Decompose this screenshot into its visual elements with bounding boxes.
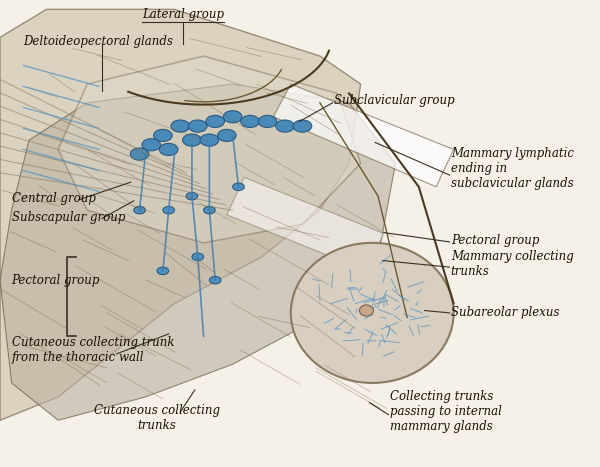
Polygon shape <box>0 84 395 420</box>
Ellipse shape <box>206 115 224 127</box>
Ellipse shape <box>134 206 145 214</box>
Text: Deltoideopectoral glands: Deltoideopectoral glands <box>23 35 173 48</box>
Text: Subareolar plexus: Subareolar plexus <box>451 306 559 319</box>
Text: Collecting trunks
passing to internal
mammary glands: Collecting trunks passing to internal ma… <box>389 390 502 433</box>
Polygon shape <box>274 84 454 187</box>
Polygon shape <box>227 177 384 271</box>
Ellipse shape <box>160 143 178 156</box>
Ellipse shape <box>293 120 312 132</box>
Polygon shape <box>58 56 361 243</box>
Text: Central group: Central group <box>11 192 95 205</box>
Text: Cutaneous collecting
trunks: Cutaneous collecting trunks <box>94 404 220 432</box>
Ellipse shape <box>223 111 242 123</box>
Ellipse shape <box>241 115 259 127</box>
Ellipse shape <box>142 139 161 151</box>
Ellipse shape <box>291 243 454 383</box>
Ellipse shape <box>130 148 149 160</box>
Ellipse shape <box>233 183 244 191</box>
Text: Subscapular group: Subscapular group <box>11 211 125 224</box>
Ellipse shape <box>157 267 169 275</box>
Ellipse shape <box>203 206 215 214</box>
Text: Mammary lymphatic
ending in
subclavicular glands: Mammary lymphatic ending in subclavicula… <box>451 147 574 190</box>
Ellipse shape <box>218 129 236 142</box>
Polygon shape <box>0 9 361 420</box>
Text: Cutaneous collecting trunk
from the thoracic wall: Cutaneous collecting trunk from the thor… <box>11 336 174 364</box>
Ellipse shape <box>200 134 218 146</box>
Ellipse shape <box>171 120 190 132</box>
Text: Pectoral group: Pectoral group <box>11 274 100 287</box>
Ellipse shape <box>275 120 295 132</box>
Text: Subclavicular group: Subclavicular group <box>334 94 455 107</box>
Ellipse shape <box>258 115 277 127</box>
Ellipse shape <box>154 129 172 142</box>
Ellipse shape <box>182 134 201 146</box>
Text: Lateral group: Lateral group <box>142 8 224 21</box>
Text: Mammary collecting
trunks: Mammary collecting trunks <box>451 250 574 278</box>
Text: Pectoral group: Pectoral group <box>451 234 539 247</box>
Ellipse shape <box>163 206 175 214</box>
Ellipse shape <box>186 192 198 200</box>
Ellipse shape <box>188 120 207 132</box>
Ellipse shape <box>359 305 373 316</box>
Ellipse shape <box>209 276 221 284</box>
Ellipse shape <box>192 253 203 261</box>
